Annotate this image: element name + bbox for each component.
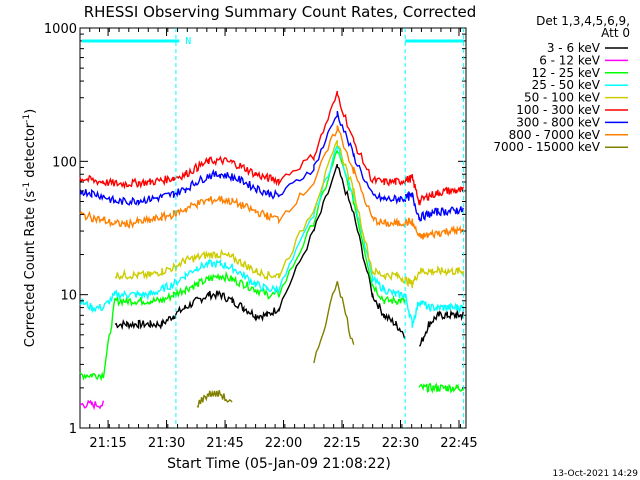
flag-label: N bbox=[185, 36, 191, 47]
chart-title: RHESSI Observing Summary Count Rates, Co… bbox=[84, 3, 477, 21]
series-line-8 bbox=[196, 281, 355, 408]
legend-label: 25 - 50 keV bbox=[532, 78, 601, 92]
legend-label: 7000 - 15000 keV bbox=[493, 140, 600, 154]
series-line-7 bbox=[79, 125, 464, 240]
plot-frame bbox=[79, 27, 467, 429]
y-axis-label-part: ) bbox=[23, 109, 38, 114]
x-tick-label: 22:30 bbox=[382, 436, 419, 451]
series-line-6 bbox=[79, 110, 465, 222]
x-axis-label: Start Time (05-Jan-09 21:08:22) bbox=[167, 456, 391, 472]
attenuator-label: Att 0 bbox=[601, 26, 630, 40]
x-tick-label: 22:15 bbox=[323, 436, 360, 451]
x-tick-label: 22:45 bbox=[440, 436, 477, 451]
detectors-label: Det 1,3,4,5,6,9, bbox=[536, 14, 630, 28]
x-tick-label: 21:30 bbox=[148, 436, 185, 451]
legend-label: 50 - 100 keV bbox=[524, 91, 601, 105]
legend-label: 800 - 7000 keV bbox=[509, 128, 601, 142]
y-tick-label: 1000 bbox=[44, 22, 77, 37]
series-line-0 bbox=[114, 163, 465, 347]
y-axis-label-part: -1 bbox=[22, 114, 32, 123]
y-axis-label-part: Corrected Count Rate (s bbox=[23, 191, 38, 348]
x-tick-label: 21:45 bbox=[206, 436, 243, 451]
series-line-4 bbox=[114, 139, 465, 289]
series-layer bbox=[79, 90, 465, 411]
legend-label: 3 - 6 keV bbox=[547, 41, 601, 55]
legend-label: 6 - 12 keV bbox=[539, 53, 601, 67]
series-line-5 bbox=[79, 90, 464, 207]
series-line-3 bbox=[79, 144, 465, 328]
legend-label: 12 - 25 keV bbox=[532, 66, 601, 80]
series-line-2 bbox=[79, 150, 465, 394]
y-axis-label-part: -1 bbox=[22, 182, 32, 191]
axes-layer: 1 10 100 1000 21:15 21:30 21:45 22:00 22:15 22:30… bbox=[44, 22, 478, 451]
legend-label: 300 - 800 keV bbox=[516, 115, 600, 129]
y-tick-label: 100 bbox=[52, 155, 77, 170]
x-tick-label: 21:15 bbox=[89, 436, 126, 451]
legend-label: 100 - 300 keV bbox=[516, 103, 600, 117]
series-line-1 bbox=[80, 399, 105, 411]
y-tick-label: 10 bbox=[60, 289, 77, 304]
y-tick-label: 1 bbox=[69, 422, 77, 437]
x-tick-label: 22:00 bbox=[265, 436, 302, 451]
date-stamp: 13-Oct-2021 14:29 bbox=[553, 469, 639, 479]
y-axis-label-part: detector bbox=[23, 122, 38, 182]
y-axis-label: Corrected Count Rate (s-1 detector-1) bbox=[22, 109, 38, 347]
